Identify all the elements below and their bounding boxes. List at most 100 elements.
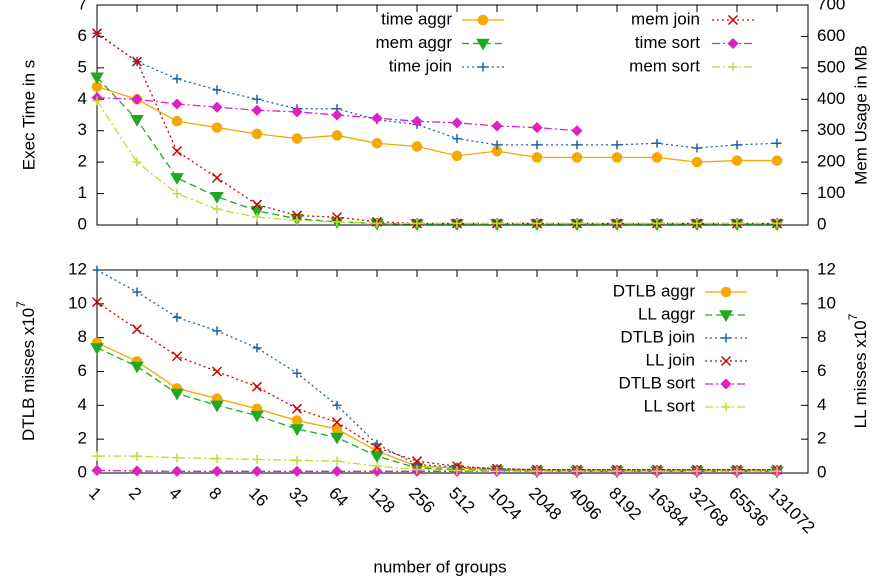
legend-marker — [720, 355, 732, 367]
x-tick-label: 512 — [445, 484, 478, 517]
data-point — [411, 115, 423, 127]
data-point — [292, 368, 302, 378]
data-point — [291, 465, 303, 477]
legend-marker — [720, 378, 732, 390]
plot-frame — [96, 4, 809, 226]
data-point — [90, 72, 104, 85]
data-point — [492, 466, 502, 476]
data-point — [130, 361, 144, 374]
data-point — [252, 454, 262, 464]
data-point — [572, 466, 582, 476]
data-point — [291, 133, 303, 144]
plot-frame — [96, 269, 809, 474]
data-point — [331, 130, 343, 141]
y-tick-label: 6 — [78, 26, 87, 45]
data-point — [732, 466, 742, 476]
data-point — [90, 343, 104, 355]
data-point — [171, 98, 183, 110]
data-point — [172, 74, 182, 84]
data-point — [131, 324, 143, 335]
x-tick-label: 16384 — [645, 484, 692, 531]
data-point — [170, 388, 184, 401]
data-point — [251, 104, 263, 116]
data-point — [91, 297, 103, 308]
data-point — [170, 173, 184, 185]
data-point — [210, 400, 224, 413]
legend-marker — [719, 310, 733, 322]
data-point — [370, 451, 384, 464]
data-point — [652, 138, 662, 148]
y-tick-label: 4 — [78, 395, 87, 414]
data-point — [532, 218, 542, 228]
data-point — [532, 140, 542, 150]
y2-tick-label: 2 — [817, 429, 826, 448]
series-line — [96, 100, 777, 225]
data-point — [91, 464, 103, 477]
data-point — [212, 454, 222, 464]
legend-label: LL aggr — [638, 304, 695, 323]
data-point — [172, 453, 182, 463]
data-point — [252, 343, 262, 353]
data-point — [732, 218, 742, 228]
data-point — [491, 120, 503, 132]
legend-label: LL join — [646, 350, 695, 369]
data-point — [772, 466, 782, 476]
x-tick-label: 256 — [405, 484, 438, 517]
data-point — [532, 466, 542, 476]
data-point — [732, 140, 742, 150]
data-point — [291, 415, 303, 426]
series-line — [96, 86, 777, 163]
y-tick-label: 6 — [78, 361, 87, 380]
data-point — [291, 403, 303, 414]
y2-axis-label-exponent: 7 — [846, 313, 860, 320]
data-point — [452, 218, 462, 228]
data-point — [572, 140, 582, 150]
data-point — [91, 81, 103, 92]
y2-tick-label: 6 — [817, 361, 826, 380]
data-point — [212, 204, 222, 214]
legend-label: time aggr — [381, 9, 452, 28]
legend-marker — [727, 14, 739, 26]
data-point — [372, 461, 382, 471]
y-axis-label-exponent: 7 — [14, 301, 28, 308]
y2-tick-label: 100 — [817, 183, 845, 202]
y2-tick-label: 10 — [817, 293, 836, 312]
y-tick-label: 5 — [78, 57, 87, 76]
y2-axis-label: Mem Usage in MB — [851, 45, 870, 185]
data-point — [252, 94, 262, 104]
data-point — [250, 206, 264, 218]
legend-marker — [720, 286, 732, 298]
data-point — [330, 432, 344, 445]
data-point — [492, 140, 502, 150]
y-tick-label: 7 — [78, 0, 87, 13]
data-point — [132, 157, 142, 167]
data-point — [412, 218, 422, 228]
y-axis-label: Exec Time in s — [19, 60, 38, 171]
legend-label: DTLB join — [620, 327, 695, 346]
x-tick-label: 2048 — [525, 484, 565, 524]
data-point — [212, 85, 222, 95]
x-tick-label: 128 — [365, 484, 398, 517]
legend-label: DTLB aggr — [613, 281, 696, 300]
data-point — [332, 456, 342, 466]
legend-label: mem aggr — [375, 33, 452, 52]
data-point — [331, 109, 343, 121]
x-tick-label: 4 — [165, 484, 185, 504]
data-point — [572, 218, 582, 228]
data-point — [251, 381, 263, 392]
data-point — [131, 465, 143, 477]
data-point — [692, 466, 702, 476]
data-point — [171, 465, 183, 477]
y2-tick-label: 300 — [817, 120, 845, 139]
x-tick-label: 32768 — [685, 484, 732, 531]
data-point — [172, 312, 182, 322]
x-tick-label: 64 — [325, 484, 352, 511]
y-axis-label-text: DTLB misses x10 — [19, 308, 38, 441]
data-point — [452, 465, 462, 475]
data-point — [652, 218, 662, 228]
data-point — [372, 218, 382, 228]
data-point — [132, 451, 142, 461]
y-tick-label: 3 — [78, 120, 87, 139]
y-tick-label: 8 — [78, 327, 87, 346]
